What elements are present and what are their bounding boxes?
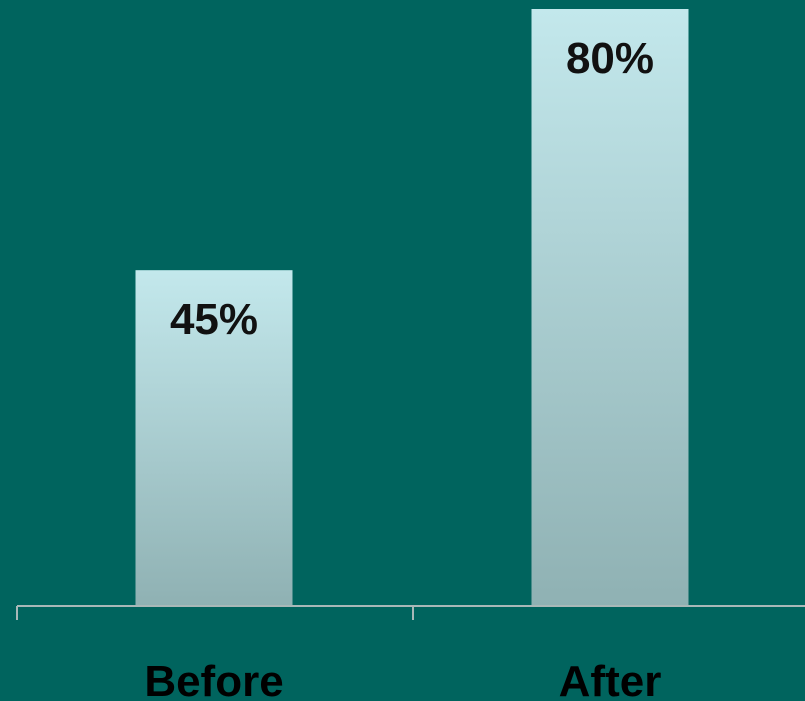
x-tick-label-before: Before — [144, 657, 283, 701]
x-tick-label-after: After — [559, 657, 662, 701]
bar-after — [531, 9, 689, 606]
data-label-after: 80% — [566, 34, 654, 83]
data-label-before: 45% — [170, 295, 258, 344]
bar-before — [135, 270, 293, 606]
